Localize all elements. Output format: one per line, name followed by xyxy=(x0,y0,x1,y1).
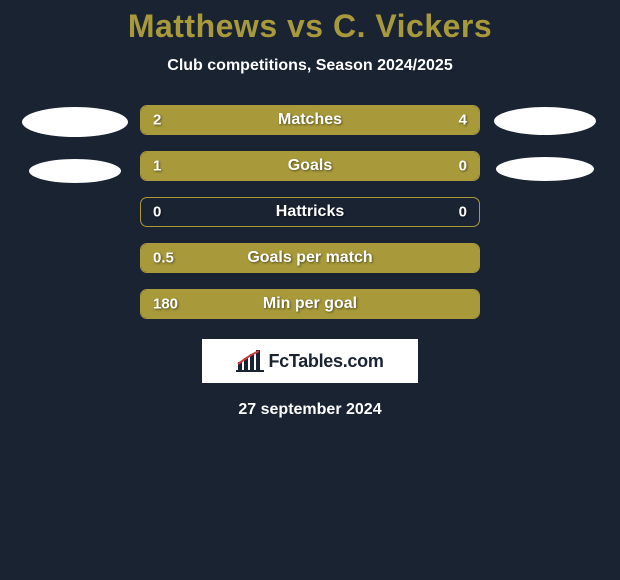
comparison-title: Matthews vs C. Vickers xyxy=(0,8,620,45)
stat-label: Hattricks xyxy=(276,203,344,221)
stat-label: Goals xyxy=(288,157,332,175)
stat-fill-right xyxy=(411,152,479,180)
stat-label: Matches xyxy=(278,111,342,129)
stat-value-right: 0 xyxy=(459,158,467,175)
stat-row: 2 Matches 4 xyxy=(140,105,480,135)
bar-chart-icon xyxy=(236,350,264,372)
comparison-subtitle: Club competitions, Season 2024/2025 xyxy=(0,57,620,75)
stat-row: 0.5 Goals per match xyxy=(140,243,480,273)
stat-label: Goals per match xyxy=(247,249,372,267)
stat-value-right: 4 xyxy=(459,112,467,129)
stat-row: 1 Goals 0 xyxy=(140,151,480,181)
player-avatar-placeholder xyxy=(496,157,594,181)
stat-value-left: 180 xyxy=(153,296,178,313)
player-avatar-placeholder xyxy=(22,107,128,137)
stat-value-left: 2 xyxy=(153,112,161,129)
right-avatar-column xyxy=(490,105,600,181)
stats-area: 2 Matches 4 1 Goals 0 0 Hattricks 0 0.5 Goals per … xyxy=(0,105,620,319)
brand-label: FcTables.com xyxy=(268,351,383,372)
comparison-card: Matthews vs C. Vickers Club competitions… xyxy=(0,0,620,419)
player-avatar-placeholder xyxy=(29,159,121,183)
stat-fill-left xyxy=(141,152,411,180)
snapshot-date: 27 september 2024 xyxy=(0,401,620,419)
stat-value-left: 1 xyxy=(153,158,161,175)
stat-value-left: 0 xyxy=(153,204,161,221)
stat-row: 180 Min per goal xyxy=(140,289,480,319)
player-avatar-placeholder xyxy=(494,107,596,135)
brand-logo[interactable]: FcTables.com xyxy=(202,339,418,383)
stat-row: 0 Hattricks 0 xyxy=(140,197,480,227)
stat-label: Min per goal xyxy=(263,295,357,313)
stat-bars-column: 2 Matches 4 1 Goals 0 0 Hattricks 0 0.5 Goals per … xyxy=(140,105,480,319)
stat-value-right: 0 xyxy=(459,204,467,221)
stat-value-left: 0.5 xyxy=(153,250,174,267)
left-avatar-column xyxy=(20,105,130,183)
